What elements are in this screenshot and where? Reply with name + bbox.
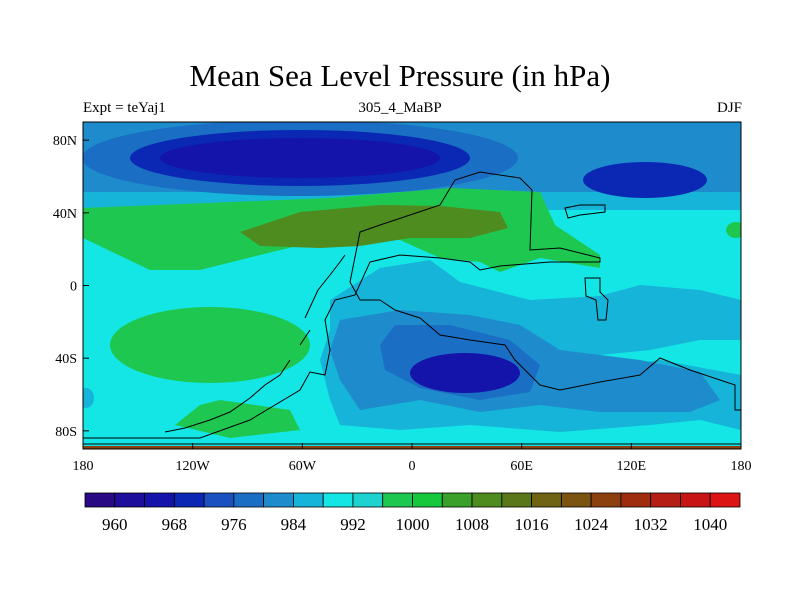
colorbar-label: 1024 (574, 515, 609, 534)
low-south-968 (410, 353, 520, 393)
lon-axis: 180 120W 60W 0 60E 120E 180 (73, 443, 752, 474)
colorbar-swatch (590, 492, 622, 508)
high-south-small (175, 400, 300, 438)
colorbar-swatch (352, 492, 384, 508)
lon-tick-label: 60E (510, 459, 533, 474)
lat-tick-label: 40N (53, 207, 77, 222)
colorbar-swatch (620, 492, 652, 508)
low-north-968 (160, 138, 440, 178)
continent-south-arm (164, 254, 346, 433)
colorbar-swatch (233, 492, 265, 508)
colorbar-swatch (709, 492, 741, 508)
colorbar-swatch (263, 492, 294, 508)
high-east-1008 (726, 222, 741, 238)
colorbar-label: 960 (102, 515, 128, 534)
high-south-1008 (110, 307, 310, 383)
colorbar-label: 984 (281, 515, 307, 534)
colorbar-swatch (680, 492, 711, 508)
colorbar: 960 968 976 984 992 1000 1008 1016 1024 1032 1040 (84, 492, 741, 534)
colorbar-label: 968 (162, 515, 188, 534)
colorbar-swatch (144, 492, 175, 508)
colorbar-swatch (173, 492, 205, 508)
contour-fill-layer (83, 122, 741, 449)
colorbar-swatch (501, 492, 532, 508)
colorbar-swatch (412, 492, 443, 508)
lon-tick-label: 120W (176, 459, 211, 474)
colorbar-label: 1000 (396, 515, 430, 534)
lon-tick-label: 180 (73, 459, 94, 474)
plot-title: Mean Sea Level Pressure (in hPa) (189, 58, 611, 93)
colorbar-swatch (203, 492, 235, 508)
low-east-976 (583, 162, 707, 198)
lon-tick-label: 0 (409, 459, 416, 474)
lon-tick-label: 60W (289, 459, 317, 474)
colorbar-swatch (114, 492, 145, 508)
colorbar-label: 1032 (634, 515, 668, 534)
lat-tick-label: 40S (55, 352, 77, 367)
colorbar-swatch (531, 492, 562, 508)
lon-tick-label: 120E (617, 459, 647, 474)
colorbar-swatch (560, 492, 592, 508)
period-label: 305_4_MaBP (358, 100, 442, 116)
colorbar-swatch (84, 492, 116, 508)
colorbar-swatch (650, 492, 681, 508)
continent-north (83, 171, 741, 445)
colorbar-swatch (293, 492, 324, 508)
experiment-label: Expt = teYaj1 (83, 100, 166, 116)
lon-tick-label: 180 (731, 459, 752, 474)
lat-tick-label: 80S (55, 425, 77, 440)
lat-axis: 80N 40N 0 40S 80S (53, 134, 89, 440)
low-west-edge (83, 388, 94, 408)
colorbar-swatch (471, 492, 503, 508)
high-ridge-1016 (240, 205, 508, 248)
colorbar-label: 976 (221, 515, 247, 534)
colorbar-label: 1016 (515, 515, 549, 534)
colorbar-label: 1008 (455, 515, 489, 534)
season-label: DJF (716, 100, 742, 116)
island-outline (584, 277, 609, 321)
lat-tick-label: 80N (53, 134, 77, 149)
island-outline-2 (564, 204, 606, 219)
colorbar-swatch (382, 492, 413, 508)
colorbar-label: 1040 (693, 515, 727, 534)
colorbar-swatch (322, 492, 354, 508)
colorbar-label: 992 (340, 515, 366, 534)
colorbar-swatch (441, 492, 473, 508)
lat-tick-label: 0 (70, 280, 77, 295)
